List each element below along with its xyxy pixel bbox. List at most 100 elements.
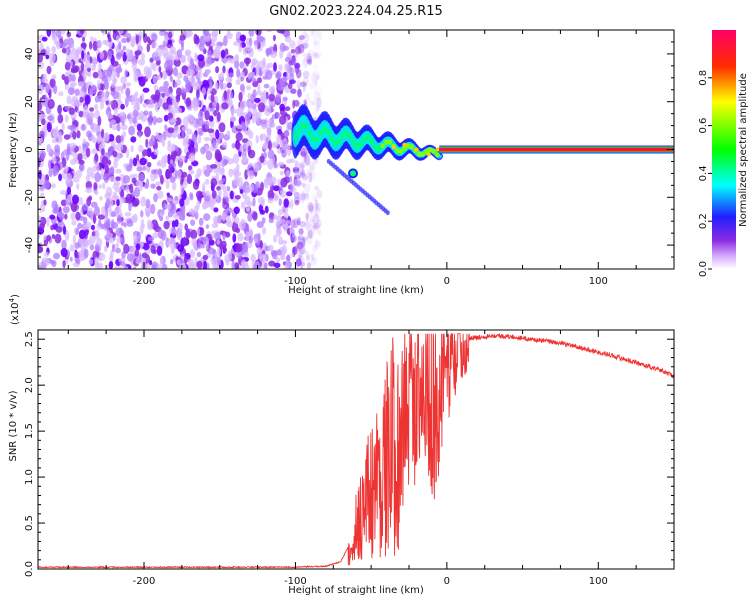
noise-speckle bbox=[303, 99, 308, 105]
noise-speckle bbox=[58, 173, 63, 182]
snr-multiplier: (x104) bbox=[8, 294, 21, 325]
noise-speckle bbox=[103, 172, 110, 184]
noise-speckle bbox=[311, 192, 317, 202]
noise-speckle bbox=[109, 145, 115, 152]
noise-speckle bbox=[84, 61, 92, 69]
noise-speckle bbox=[263, 262, 268, 269]
noise-speckle bbox=[298, 162, 304, 171]
noise-speckle bbox=[64, 75, 70, 85]
noise-speckle bbox=[234, 195, 241, 200]
signal-core-inner bbox=[347, 134, 353, 140]
noise-speckle bbox=[302, 76, 310, 87]
noise-speckle bbox=[169, 75, 173, 83]
noise-speckle bbox=[233, 206, 240, 215]
carrier-band-core bbox=[439, 148, 674, 151]
noise-speckle bbox=[77, 222, 83, 230]
noise-speckle bbox=[307, 97, 312, 106]
noise-speckle bbox=[85, 187, 93, 194]
noise-speckle bbox=[204, 120, 210, 130]
noise-speckle bbox=[88, 258, 94, 265]
noise-speckle bbox=[121, 37, 128, 44]
noise-speckle bbox=[234, 216, 240, 224]
spectrogram-ytick-label: 0 bbox=[24, 146, 35, 152]
noise-speckle bbox=[135, 34, 139, 45]
noise-speckle bbox=[122, 45, 127, 51]
noise-speckle bbox=[48, 159, 52, 170]
signal-hotspot bbox=[402, 142, 407, 147]
noise-speckle bbox=[273, 262, 281, 268]
noise-speckle bbox=[266, 30, 273, 33]
noise-speckle bbox=[184, 223, 188, 231]
noise-speckle bbox=[183, 255, 188, 265]
noise-speckle bbox=[175, 94, 181, 103]
noise-speckle bbox=[104, 164, 109, 174]
noise-speckle bbox=[297, 235, 304, 241]
noise-speckle bbox=[308, 55, 312, 66]
noise-speckle bbox=[244, 196, 251, 205]
noise-speckle bbox=[289, 184, 294, 193]
noise-speckle bbox=[167, 39, 173, 45]
noise-speckle bbox=[156, 74, 162, 81]
noise-speckle bbox=[60, 247, 68, 258]
noise-speckle bbox=[226, 57, 232, 63]
noise-speckle bbox=[115, 67, 123, 74]
noise-speckle bbox=[39, 204, 43, 213]
noise-speckle bbox=[259, 155, 265, 163]
noise-speckle bbox=[194, 256, 198, 264]
signal-core-inner bbox=[427, 147, 433, 153]
spectrogram-xtick-label: 100 bbox=[589, 276, 608, 287]
noise-speckle bbox=[163, 80, 169, 89]
noise-speckle bbox=[116, 35, 120, 42]
noise-speckle bbox=[76, 130, 81, 139]
signal-core-inner bbox=[435, 152, 440, 158]
noise-speckle bbox=[221, 102, 229, 110]
noise-speckle bbox=[108, 176, 117, 182]
noise-speckle bbox=[72, 130, 77, 140]
noise-speckle bbox=[62, 225, 67, 235]
noise-speckle bbox=[254, 43, 258, 50]
noise-speckle bbox=[63, 134, 71, 140]
noise-speckle bbox=[220, 71, 224, 81]
spectrogram-ytick-label: -20 bbox=[24, 189, 35, 205]
noise-speckle bbox=[125, 82, 132, 87]
noise-speckle bbox=[71, 220, 77, 226]
noise-speckle bbox=[69, 256, 73, 262]
noise-speckle bbox=[227, 30, 231, 37]
noise-speckle bbox=[302, 31, 308, 39]
noise-speckle bbox=[132, 116, 137, 124]
noise-speckle bbox=[87, 207, 94, 217]
signal-core-inner bbox=[307, 131, 313, 137]
noise-speckle bbox=[144, 182, 148, 189]
signal-core-inner bbox=[336, 138, 342, 144]
signal-hotspot bbox=[426, 152, 431, 157]
noise-speckle bbox=[97, 79, 101, 90]
noise-speckle bbox=[78, 250, 85, 257]
noise-speckle bbox=[91, 224, 95, 231]
noise-speckle bbox=[226, 82, 232, 89]
noise-speckle bbox=[314, 201, 318, 212]
noise-speckle bbox=[94, 190, 99, 196]
noise-speckle bbox=[279, 170, 284, 176]
noise-speckle bbox=[246, 85, 251, 91]
signal-core-inner bbox=[358, 140, 363, 146]
noise-speckle bbox=[74, 106, 78, 112]
noise-speckle bbox=[286, 227, 291, 235]
noise-speckle bbox=[253, 162, 260, 173]
noise-speckle bbox=[184, 134, 190, 145]
noise-speckle bbox=[248, 235, 254, 244]
noise-speckle bbox=[69, 50, 74, 60]
noise-speckle bbox=[98, 94, 102, 103]
noise-speckle bbox=[298, 171, 304, 178]
noise-speckle bbox=[309, 55, 315, 62]
noise-speckle bbox=[286, 69, 291, 80]
noise-speckle bbox=[215, 171, 219, 182]
noise-speckle bbox=[179, 262, 187, 269]
noise-speckle bbox=[131, 62, 137, 70]
noise-speckle bbox=[45, 45, 51, 56]
noise-speckle bbox=[130, 36, 136, 47]
noise-speckle bbox=[177, 244, 185, 253]
noise-speckle bbox=[301, 43, 308, 49]
noise-speckle bbox=[223, 90, 228, 101]
noise-speckle bbox=[89, 40, 93, 50]
noise-speckle bbox=[69, 81, 77, 87]
